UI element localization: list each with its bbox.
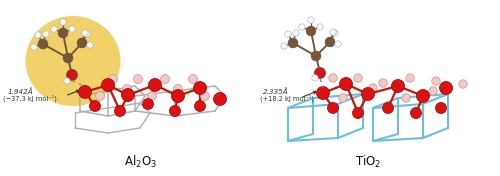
Circle shape	[87, 42, 93, 48]
Circle shape	[35, 32, 41, 38]
Circle shape	[174, 84, 182, 93]
Circle shape	[410, 108, 422, 118]
Circle shape	[142, 99, 154, 109]
Circle shape	[325, 37, 335, 47]
Circle shape	[31, 44, 37, 50]
Circle shape	[432, 77, 440, 85]
Circle shape	[416, 90, 430, 102]
Circle shape	[200, 92, 209, 100]
Circle shape	[108, 74, 118, 83]
Circle shape	[69, 26, 75, 32]
Circle shape	[306, 26, 316, 36]
Circle shape	[78, 86, 92, 99]
Circle shape	[96, 92, 104, 100]
Circle shape	[402, 94, 410, 102]
Circle shape	[382, 102, 394, 114]
Circle shape	[339, 94, 347, 102]
Circle shape	[84, 31, 90, 37]
Circle shape	[64, 78, 70, 84]
Circle shape	[172, 90, 184, 102]
Circle shape	[214, 93, 226, 105]
Text: Al$_2$O$_3$: Al$_2$O$_3$	[124, 154, 156, 170]
Circle shape	[299, 24, 305, 30]
Circle shape	[134, 74, 142, 83]
Circle shape	[352, 108, 364, 118]
Circle shape	[43, 31, 49, 37]
Circle shape	[114, 105, 126, 117]
Circle shape	[335, 41, 341, 47]
Circle shape	[332, 30, 338, 36]
Circle shape	[440, 81, 452, 95]
Circle shape	[194, 100, 205, 112]
Circle shape	[317, 24, 323, 30]
Circle shape	[122, 89, 134, 102]
Text: (+18.2 kJ mol⁻¹): (+18.2 kJ mol⁻¹)	[260, 95, 314, 102]
Circle shape	[66, 70, 78, 80]
Circle shape	[148, 78, 162, 92]
Circle shape	[288, 38, 298, 48]
Circle shape	[429, 87, 437, 95]
Circle shape	[63, 53, 73, 63]
Circle shape	[328, 102, 338, 114]
Circle shape	[354, 74, 362, 82]
Circle shape	[170, 105, 180, 117]
Ellipse shape	[26, 16, 120, 106]
Text: 2.335Å: 2.335Å	[263, 88, 289, 95]
Circle shape	[160, 74, 170, 83]
Circle shape	[51, 26, 57, 32]
Circle shape	[329, 74, 337, 82]
Text: 1.942Å: 1.942Å	[8, 88, 34, 95]
Circle shape	[369, 84, 377, 92]
Circle shape	[122, 84, 132, 93]
Circle shape	[436, 102, 446, 114]
Circle shape	[316, 86, 330, 99]
Circle shape	[379, 79, 387, 87]
Circle shape	[406, 74, 414, 82]
Text: (−37.3 kJ mol⁻¹): (−37.3 kJ mol⁻¹)	[3, 95, 57, 102]
Circle shape	[312, 75, 318, 81]
Circle shape	[60, 19, 66, 25]
Circle shape	[362, 87, 374, 100]
Circle shape	[459, 80, 467, 88]
Circle shape	[194, 81, 206, 95]
Text: TiO$_2$: TiO$_2$	[355, 154, 381, 170]
Circle shape	[340, 77, 352, 90]
Circle shape	[58, 28, 68, 38]
Circle shape	[188, 74, 198, 83]
Circle shape	[90, 100, 101, 112]
Circle shape	[38, 39, 48, 49]
Circle shape	[392, 80, 404, 93]
Circle shape	[308, 17, 314, 23]
Circle shape	[330, 29, 336, 35]
Circle shape	[311, 51, 321, 61]
Circle shape	[293, 30, 299, 36]
Circle shape	[314, 68, 326, 78]
Circle shape	[82, 30, 88, 36]
Circle shape	[77, 38, 87, 48]
Circle shape	[285, 31, 291, 37]
Circle shape	[281, 43, 287, 49]
Circle shape	[102, 78, 114, 92]
Circle shape	[148, 92, 156, 100]
